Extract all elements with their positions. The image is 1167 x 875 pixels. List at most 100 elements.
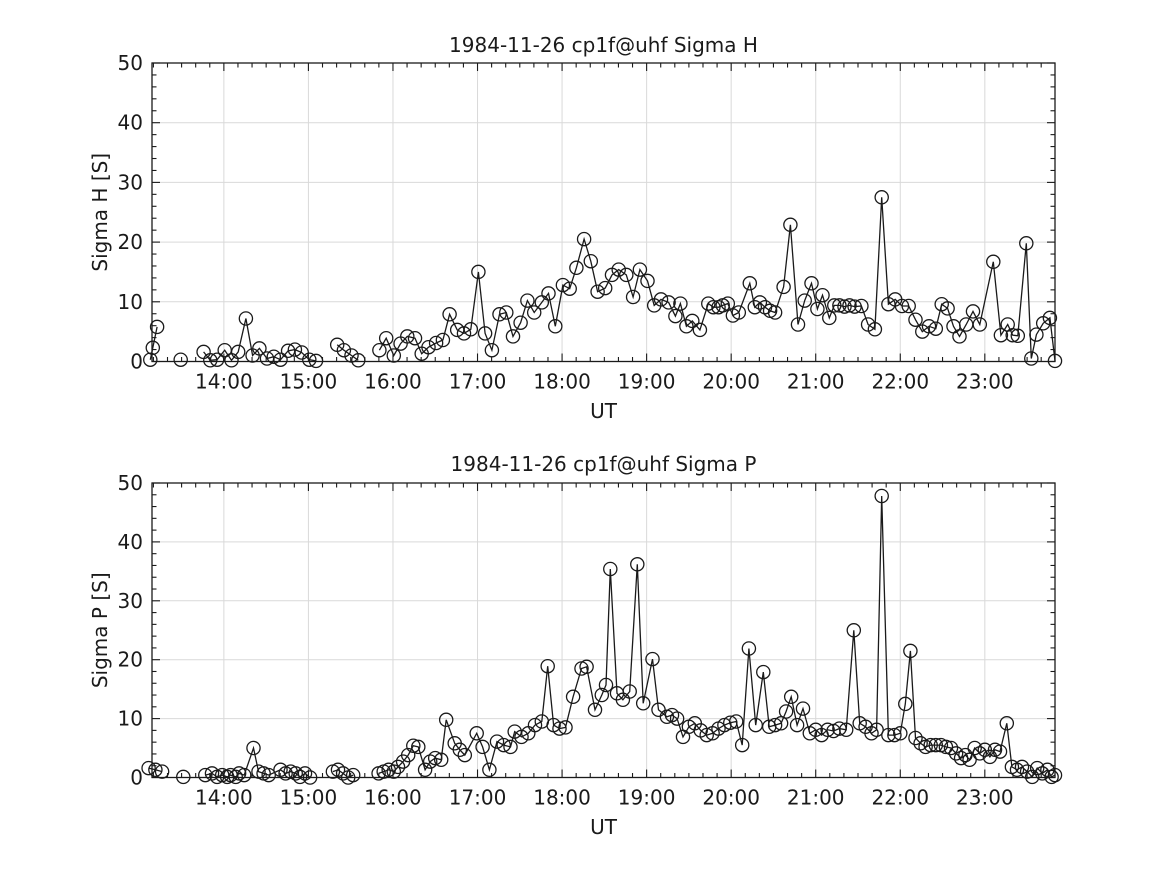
sigma-p-chart: 1984-11-26 cp1f@uhf Sigma P UT Sigma P [S]…: [88, 452, 1063, 839]
data-point: [832, 721, 847, 736]
data-point: [653, 292, 669, 307]
data-point: [438, 712, 454, 728]
x-tick-label: 16:00: [364, 786, 422, 810]
data-point: [435, 332, 451, 348]
y-axis-label: Sigma P [S]: [88, 572, 112, 688]
data-point: [330, 762, 346, 778]
data-point: [903, 643, 918, 659]
x-tick-label: 19:00: [618, 370, 676, 394]
data-point: [496, 737, 511, 753]
x-tick-label: 15:00: [280, 370, 338, 394]
data-point: [246, 740, 261, 756]
data-point: [804, 276, 819, 291]
data-point: [635, 696, 651, 711]
data-point: [752, 295, 768, 310]
data-series: [141, 488, 1063, 785]
data-point: [428, 335, 444, 351]
data-point: [203, 353, 218, 368]
data-point: [734, 737, 750, 753]
y-tick-label: 30: [118, 589, 143, 613]
y-tick-label: 20: [118, 230, 143, 254]
x-tick-label: 23:00: [956, 786, 1014, 810]
data-point: [747, 299, 763, 315]
data-point: [790, 317, 806, 332]
x-axis-label: UT: [590, 399, 618, 423]
data-point: [1010, 328, 1026, 344]
data-point: [587, 702, 603, 718]
data-point: [421, 339, 436, 355]
data-point: [822, 310, 837, 326]
data-point: [503, 739, 518, 755]
data-point: [767, 717, 783, 733]
data-point: [417, 762, 433, 778]
data-point: [640, 273, 655, 289]
data-point: [928, 321, 944, 336]
data-point: [1014, 759, 1030, 775]
y-tick-label: 50: [118, 471, 143, 495]
data-point: [962, 752, 977, 768]
data-point: [520, 293, 535, 308]
data-point: [668, 308, 683, 324]
data-point: [776, 279, 791, 295]
data-point: [1029, 760, 1045, 776]
data-point: [669, 711, 685, 726]
sigma-p-chart-title: 1984-11-26 cp1f@uhf Sigma P: [451, 452, 757, 476]
data-point: [923, 737, 938, 753]
x-tick-label: 17:00: [449, 370, 507, 394]
data-point: [540, 658, 555, 674]
data-point: [632, 262, 648, 277]
data-point: [908, 730, 923, 746]
data-point: [302, 352, 317, 367]
data-point: [789, 717, 805, 733]
data-point: [630, 557, 645, 572]
data-point: [1005, 327, 1020, 343]
data-point: [422, 754, 438, 769]
data-point: [266, 349, 282, 364]
x-tick-label: 23:00: [956, 370, 1014, 394]
data-point: [565, 689, 581, 705]
y-tick-label: 0: [130, 766, 143, 790]
data-point: [867, 322, 883, 337]
data-point: [893, 726, 908, 741]
data-point: [972, 317, 988, 332]
data-point: [526, 305, 542, 320]
data-point: [692, 322, 708, 338]
data-point: [492, 307, 507, 322]
data-point: [622, 684, 637, 699]
data-point: [842, 298, 857, 313]
data-point: [943, 740, 959, 756]
x-tick-label: 18:00: [533, 370, 591, 394]
data-point: [457, 747, 473, 763]
data-point: [874, 190, 889, 205]
data-point: [579, 659, 594, 675]
data-point: [1019, 764, 1035, 779]
data-point: [603, 561, 618, 577]
data-point: [965, 304, 981, 319]
y-tick-label: 0: [130, 350, 143, 374]
data-point: [1024, 351, 1039, 366]
plot-frame: [151, 482, 1056, 779]
data-point: [569, 260, 584, 276]
y-axis-label: Sigma H [S]: [88, 153, 112, 272]
data-point: [555, 277, 571, 293]
x-tick-label: 20:00: [702, 786, 760, 810]
data-point: [400, 747, 416, 763]
data-series: [143, 190, 1063, 369]
data-point: [471, 264, 486, 280]
data-point: [874, 488, 889, 504]
data-point: [252, 341, 267, 356]
data-point: [548, 319, 563, 334]
sigma-h-chart-title: 1984-11-26 cp1f@uhf Sigma H: [449, 33, 758, 57]
data-point: [198, 767, 213, 783]
data-point: [837, 299, 852, 314]
data-point: [993, 327, 1009, 343]
x-tick-label: 14:00: [195, 786, 253, 810]
data-point: [287, 342, 303, 357]
x-axis-label: UT: [590, 815, 618, 839]
y-tick-label: 30: [118, 170, 143, 194]
data-point: [810, 301, 825, 317]
x-tick-label: 14:00: [195, 370, 253, 394]
data-point: [427, 750, 443, 766]
x-tick-label: 22:00: [871, 786, 929, 810]
